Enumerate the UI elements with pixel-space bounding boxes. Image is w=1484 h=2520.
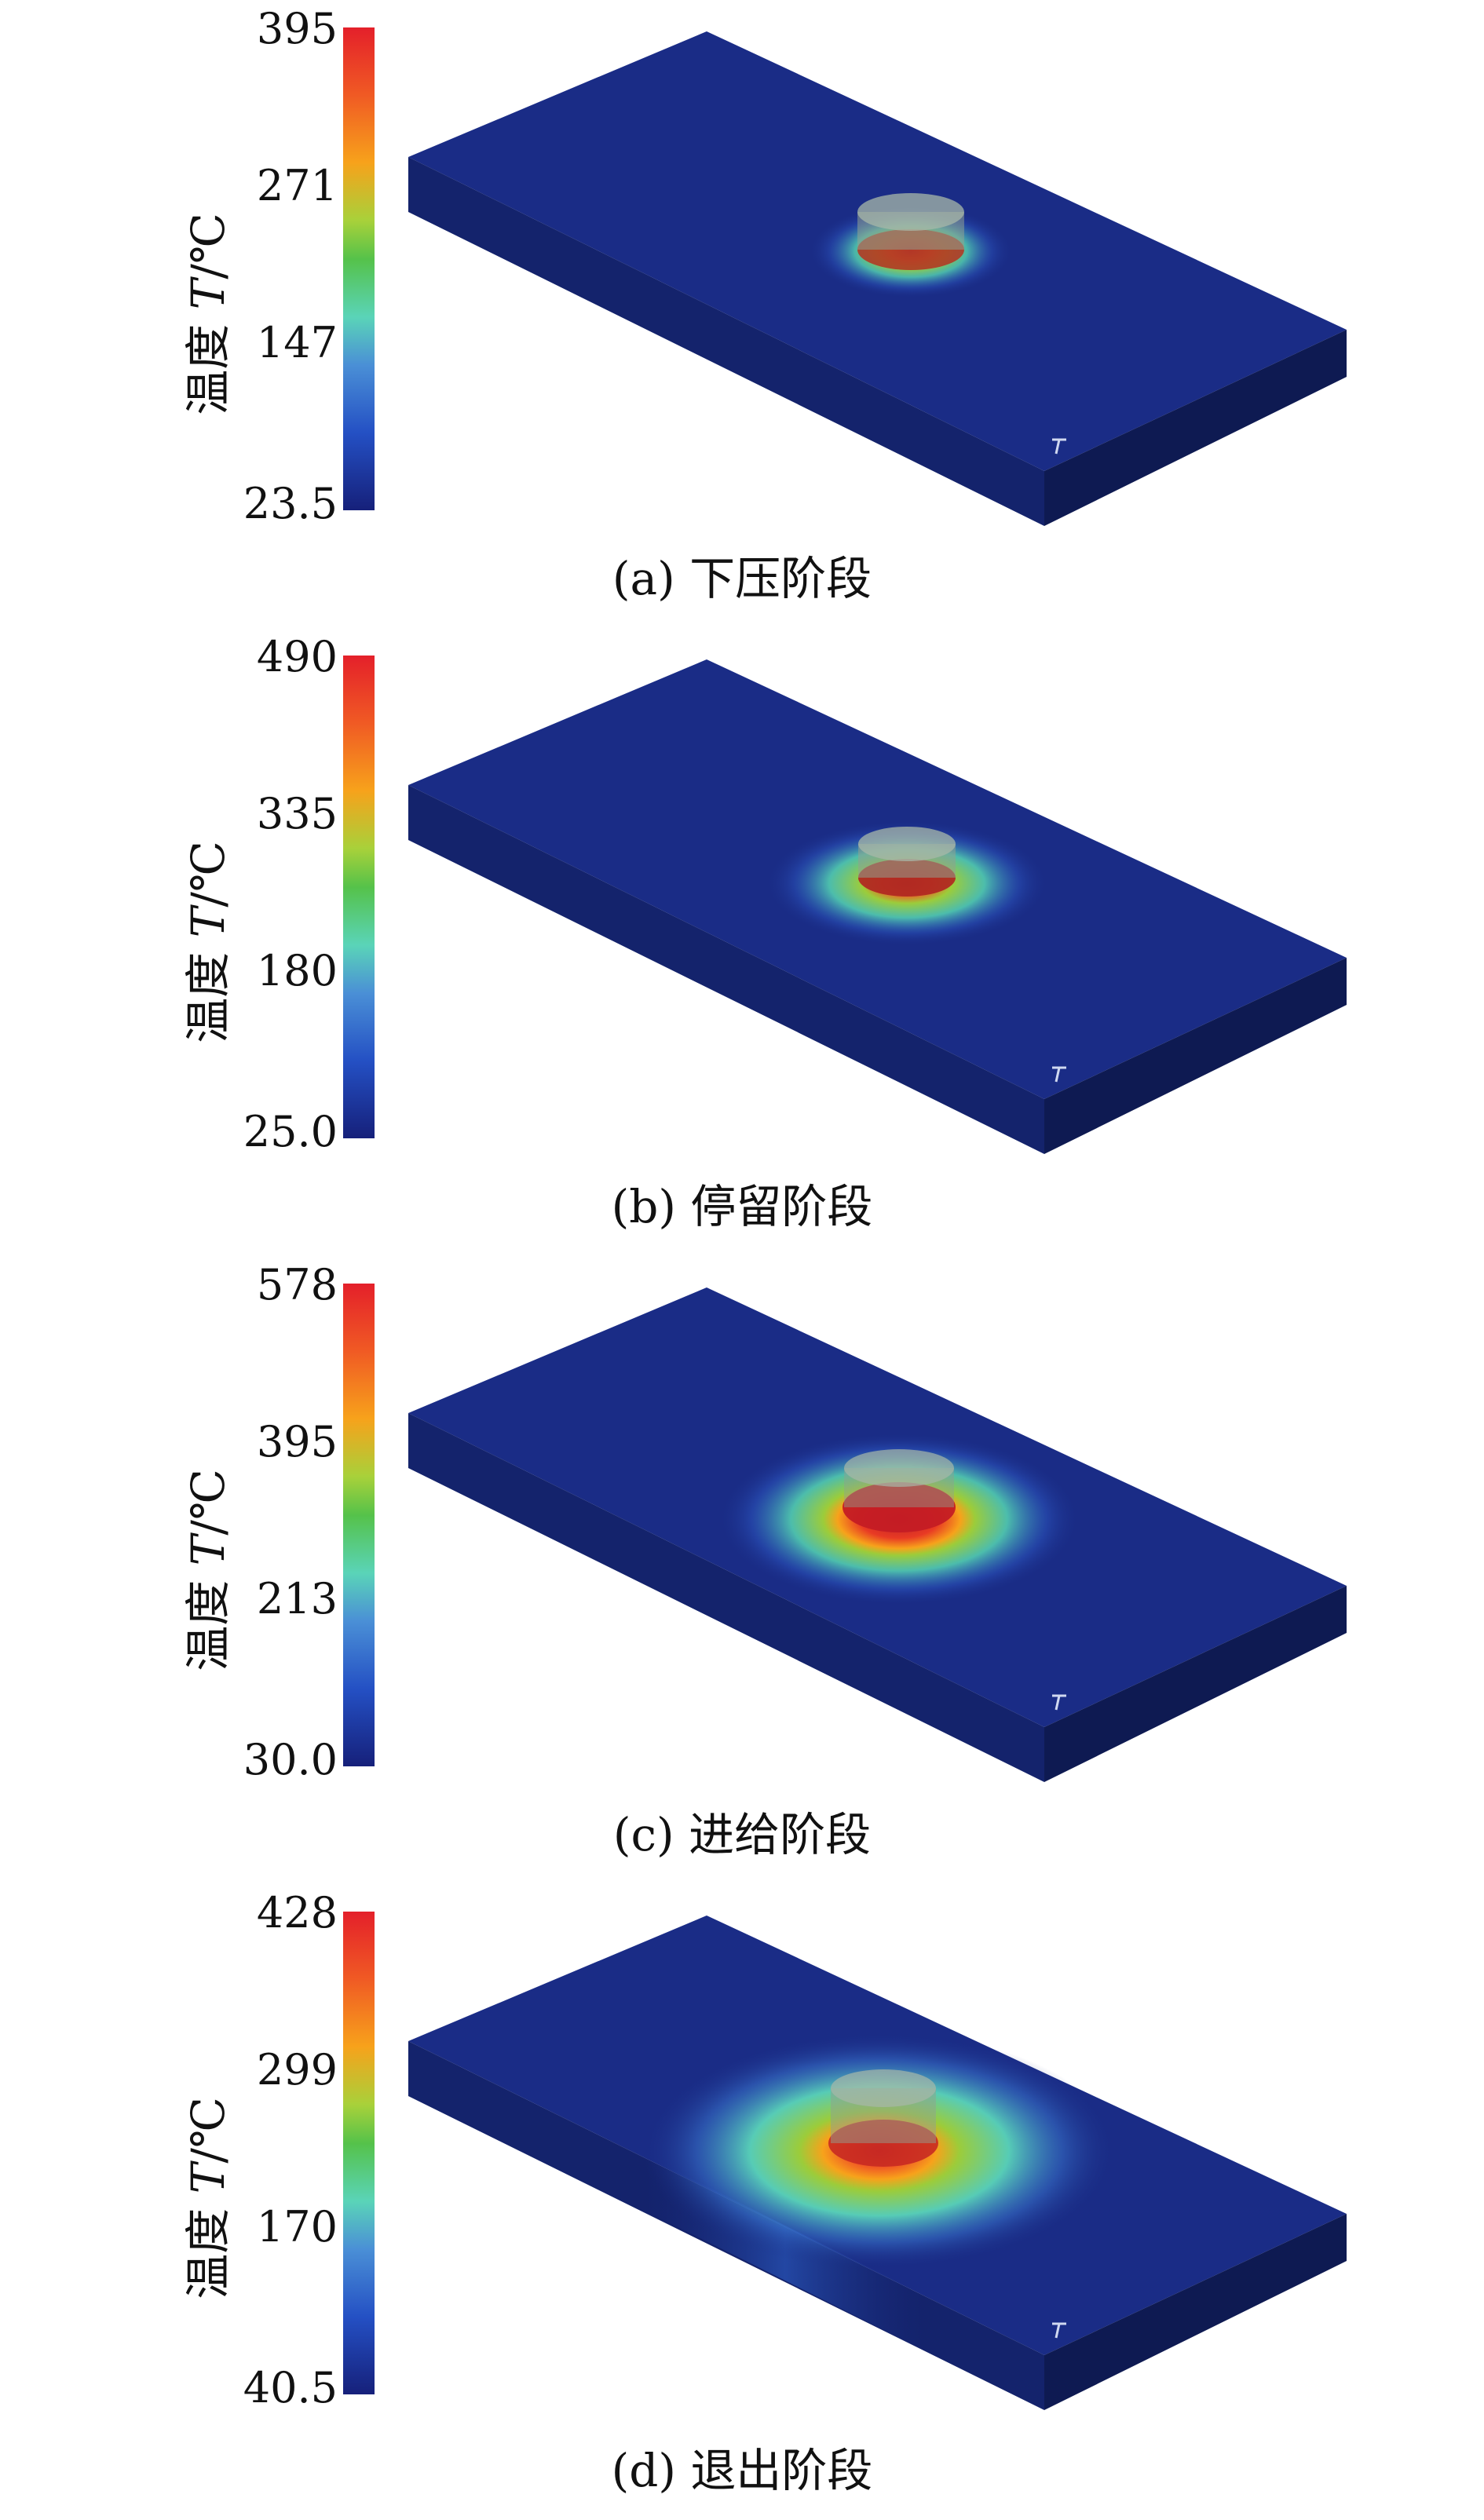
colorbar (343, 27, 375, 510)
plate-render (408, 1916, 1347, 2410)
label-unit: /℃ (181, 213, 235, 279)
plate-render (408, 31, 1347, 526)
tick-max: 490 (256, 632, 338, 681)
panel-d: 428 299 170 40.5 温度 T/℃ (d) 退出阶段 (0, 1884, 1484, 2512)
axis-triad-icon (1052, 1066, 1066, 1083)
tick-upper: 395 (256, 1417, 338, 1466)
label-symbol: T (181, 2163, 235, 2194)
tool-icon (843, 1449, 956, 1532)
tool-icon (858, 827, 956, 897)
tick-min: 23.5 (243, 479, 338, 528)
plate-right-face (1044, 958, 1347, 1154)
label-unit: /℃ (181, 1469, 235, 1536)
y-axis-label: 温度 T/℃ (126, 79, 283, 550)
plate-front-face (408, 157, 1044, 526)
panel-b: 490 335 180 25.0 温度 T/℃ (b) 停留阶段 (0, 628, 1484, 1256)
plate-right-face (1044, 1586, 1347, 1782)
panel-caption: (a) 下压阶段 (612, 552, 872, 605)
y-axis-label: 温度 T/℃ (126, 1963, 283, 2434)
label-prefix: 温度 (181, 323, 235, 415)
label-prefix: 温度 (181, 1580, 235, 1671)
tool-icon (857, 193, 964, 270)
tick-max: 395 (256, 4, 338, 53)
label-unit: /℃ (181, 2097, 235, 2164)
axis-triad-icon (1052, 438, 1066, 455)
tool-icon (828, 2069, 938, 2167)
plate-right-face (1044, 330, 1347, 526)
label-symbol: T (181, 279, 235, 310)
tick-upper: 271 (256, 161, 338, 210)
tick-min: 25.0 (243, 1107, 338, 1156)
axis-triad-icon (1052, 1694, 1066, 1711)
tick-lower: 170 (256, 2202, 338, 2252)
tick-lower: 147 (256, 318, 338, 367)
plate-render (408, 659, 1347, 1154)
y-axis-label: 温度 T/℃ (126, 1335, 283, 1806)
plate-right-face (1044, 2214, 1347, 2410)
panel-c: 578 395 213 30.0 温度 T/℃ (c) 进给阶段 (0, 1256, 1484, 1884)
tick-max: 578 (256, 1260, 338, 1309)
tick-upper: 299 (256, 2045, 338, 2095)
y-axis-label: 温度 T/℃ (126, 707, 283, 1178)
plate-render (408, 1287, 1347, 1782)
tick-lower: 213 (256, 1574, 338, 1623)
label-symbol: T (181, 907, 235, 938)
colorbar (343, 656, 375, 1138)
label-prefix: 温度 (181, 951, 235, 1043)
panel-a: 395 271 147 23.5 温度 T/℃ (a) 下压阶段 (0, 0, 1484, 628)
tick-min: 40.5 (243, 2363, 338, 2412)
tick-min: 30.0 (243, 1735, 338, 1784)
axis-triad-icon (1052, 2322, 1066, 2339)
plate-front-face (408, 785, 1044, 1154)
panel-caption: (b) 停留阶段 (611, 1180, 873, 1233)
label-symbol: T (181, 1535, 235, 1566)
label-unit: /℃ (181, 841, 235, 908)
panel-caption: (c) 进给阶段 (612, 1808, 872, 1861)
tick-lower: 180 (256, 946, 338, 995)
panel-caption: (d) 退出阶段 (611, 2444, 873, 2497)
tick-upper: 335 (256, 789, 338, 838)
plate-front-face (408, 1413, 1044, 1782)
colorbar (343, 1912, 375, 2394)
label-prefix: 温度 (181, 2208, 235, 2299)
colorbar (343, 1284, 375, 1766)
tick-max: 428 (256, 1888, 338, 1937)
